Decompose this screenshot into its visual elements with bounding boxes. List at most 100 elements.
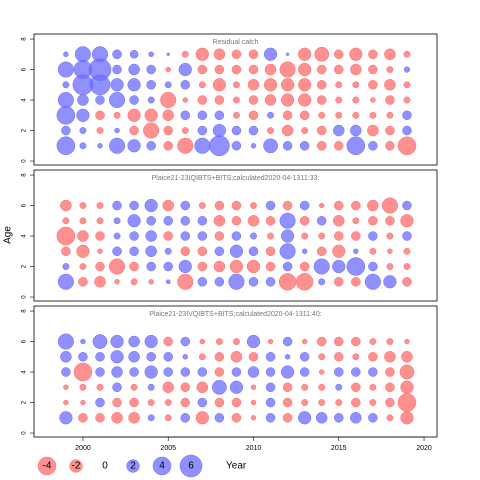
bubble xyxy=(397,393,417,412)
bubble xyxy=(248,49,259,60)
bubble xyxy=(265,367,276,377)
bubble xyxy=(248,125,259,136)
y-tick-label: 4 xyxy=(22,234,28,238)
bubble xyxy=(213,48,226,61)
bubble xyxy=(402,125,412,136)
bubble xyxy=(129,397,139,408)
bubble xyxy=(62,217,70,225)
bubble xyxy=(282,382,293,393)
bubble xyxy=(197,277,208,287)
bubble xyxy=(282,413,293,423)
bubble xyxy=(334,231,344,241)
bubble xyxy=(231,397,242,408)
bubble xyxy=(231,141,242,151)
y-tick-label: 4 xyxy=(22,370,28,374)
bubble xyxy=(197,216,208,226)
bubble xyxy=(129,246,139,257)
bubble xyxy=(367,199,379,212)
bubble xyxy=(318,353,326,361)
bubble xyxy=(350,412,362,424)
legend-bubble xyxy=(152,456,172,476)
bubble xyxy=(229,244,244,258)
bubble xyxy=(165,279,171,285)
bubble xyxy=(353,248,359,254)
bubble xyxy=(95,367,105,377)
bubble xyxy=(95,261,105,272)
bubble xyxy=(79,127,87,134)
bubble xyxy=(113,217,121,225)
bubble xyxy=(163,367,173,377)
bubble xyxy=(96,217,104,225)
bubble xyxy=(164,247,172,255)
bubble xyxy=(110,334,124,349)
y-tick-label: 0 xyxy=(22,159,28,163)
bubble xyxy=(316,80,327,90)
bubble xyxy=(127,108,141,122)
bubble xyxy=(299,200,310,211)
bubble xyxy=(231,125,242,136)
bubble xyxy=(282,397,293,408)
bubble xyxy=(95,413,105,423)
bubble xyxy=(247,215,260,227)
bubble xyxy=(267,232,274,240)
bubble xyxy=(315,412,328,424)
bubble xyxy=(233,96,240,104)
bubble xyxy=(352,353,360,361)
bubble xyxy=(59,411,73,425)
bubble xyxy=(197,246,208,257)
bubble xyxy=(350,124,362,137)
bubble xyxy=(95,231,105,241)
bubble xyxy=(182,354,188,360)
bubble xyxy=(129,261,139,272)
bubble xyxy=(61,125,71,136)
bubble xyxy=(265,216,276,226)
bubble xyxy=(95,397,105,408)
bubble xyxy=(214,246,225,257)
bubble xyxy=(180,110,191,121)
bubble xyxy=(313,258,330,275)
bubble xyxy=(263,78,278,92)
bubble xyxy=(301,399,309,406)
bubble xyxy=(280,365,295,379)
bubble xyxy=(143,122,160,139)
bubble xyxy=(162,381,174,394)
bubble xyxy=(128,412,140,424)
bubble xyxy=(214,277,225,287)
bubble xyxy=(56,226,76,246)
bubble xyxy=(196,381,209,394)
bubble xyxy=(163,261,173,272)
bubble xyxy=(400,380,414,394)
bubble xyxy=(386,338,394,345)
bubble xyxy=(110,78,124,92)
y-tick-label: 0 xyxy=(22,431,28,435)
bubble xyxy=(369,383,377,391)
bubble xyxy=(318,202,325,209)
bubble xyxy=(248,277,259,287)
bubble xyxy=(195,47,209,61)
bubble xyxy=(129,231,139,241)
bubble xyxy=(369,399,377,406)
y-tick-label: 2 xyxy=(22,400,28,404)
bubble xyxy=(163,336,173,347)
bubble xyxy=(299,352,310,362)
bubble xyxy=(332,259,346,274)
bubble xyxy=(231,49,242,60)
bubble xyxy=(78,352,88,362)
bubble xyxy=(92,334,108,349)
bubble xyxy=(279,61,296,78)
bubble xyxy=(267,127,274,134)
bubble xyxy=(298,93,312,107)
bubble xyxy=(352,81,360,89)
bubble xyxy=(214,110,225,121)
bubble xyxy=(209,135,230,157)
bubble xyxy=(401,351,413,363)
bubble xyxy=(110,350,124,364)
panel-title: Plaice21-23IQIBTS+BITS;calculated2020-04… xyxy=(152,175,320,182)
bubble xyxy=(368,49,378,60)
bubble xyxy=(384,79,396,91)
legend-bubble xyxy=(126,459,140,473)
bubble xyxy=(385,397,395,408)
bubble xyxy=(281,124,294,137)
bubble xyxy=(316,246,327,257)
bubble xyxy=(267,338,274,345)
